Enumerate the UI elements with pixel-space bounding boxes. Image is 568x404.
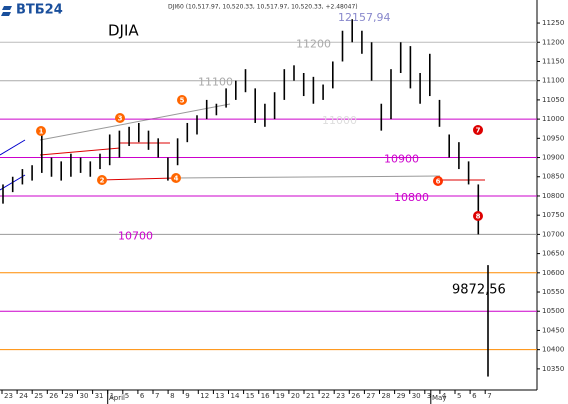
y-tick-label: 10850 — [542, 173, 564, 181]
y-tick-label: 10500 — [542, 307, 564, 315]
y-tick-label: 10450 — [542, 326, 564, 334]
level-label: 10700 — [118, 229, 153, 242]
marker-label: 4 — [174, 175, 179, 183]
x-tick-label: 5 — [457, 392, 461, 400]
logo-icon — [1, 6, 12, 16]
y-tick-label: 11050 — [542, 96, 564, 104]
x-tick-label: 7 — [155, 392, 159, 400]
marker-label: 1 — [39, 128, 44, 136]
x-tick-label: 24 — [19, 392, 28, 400]
x-tick-label: 29 — [397, 392, 406, 400]
y-tick-label: 10400 — [542, 346, 564, 354]
x-tick-label: 15 — [246, 392, 255, 400]
x-tick-label: 4 — [442, 392, 447, 400]
x-tick-label: 30 — [80, 392, 89, 400]
x-tick-label: 19 — [276, 392, 285, 400]
y-tick-label: 10350 — [542, 365, 564, 373]
marker-label: 3 — [118, 115, 123, 123]
x-tick-label: 9 — [185, 392, 189, 400]
marker — [177, 95, 187, 105]
marker — [97, 175, 107, 185]
month-label: May — [432, 394, 446, 402]
level-label: 11200 — [296, 37, 331, 50]
trend-line — [39, 147, 121, 156]
x-tick-label: 3 — [427, 392, 431, 400]
level-label: 10800 — [394, 191, 429, 204]
header: DJI60 (10,517.97, 10,520.33, 10,517.97, … — [168, 4, 358, 11]
marker-label: 2 — [100, 177, 105, 185]
y-tick-label: 11200 — [542, 38, 564, 46]
month-label: April — [109, 394, 125, 402]
x-tick-label: 6 — [472, 392, 477, 400]
y-tick-label: 11000 — [542, 115, 564, 123]
y-tick-label: 11100 — [542, 77, 564, 85]
trend-line — [174, 175, 441, 179]
last-label: 9872,56 — [452, 283, 506, 298]
x-tick-label: 23 — [336, 392, 345, 400]
y-tick-label: 10550 — [542, 288, 564, 296]
x-tick-label: 26 — [49, 392, 58, 400]
marker — [171, 173, 181, 183]
y-tick-label: 10800 — [542, 192, 564, 200]
x-tick-label: 12 — [200, 392, 209, 400]
level-label: 11100 — [198, 76, 233, 89]
logo: ВТБ24 — [1, 3, 63, 18]
x-tick-label: 28 — [382, 392, 391, 400]
marker — [36, 126, 46, 136]
trend-line — [39, 124, 121, 141]
x-tick-label: 20 — [291, 392, 300, 400]
x-tick-label: 16 — [261, 392, 270, 400]
peak-label: 12157,94 — [338, 11, 391, 24]
marker — [433, 176, 443, 186]
trend-line — [99, 177, 176, 181]
y-tick-label: 10950 — [542, 134, 564, 142]
x-tick-label: 8 — [170, 392, 174, 400]
x-tick-label: 14 — [231, 392, 240, 400]
trend-line — [119, 103, 231, 126]
level-label: 10900 — [384, 153, 419, 166]
marker — [473, 211, 483, 221]
marker — [473, 125, 483, 135]
marker-label: 7 — [476, 127, 481, 135]
marker-label: 6 — [436, 178, 441, 186]
x-tick-label: 31 — [95, 392, 104, 400]
x-tick-label: 21 — [306, 392, 315, 400]
marker — [115, 113, 125, 123]
x-tick-label: 26 — [351, 392, 360, 400]
x-tick-label: 29 — [64, 392, 73, 400]
logo-text: ВТБ24 — [16, 3, 63, 18]
x-tick-label: 13 — [215, 392, 224, 400]
x-tick-label: 5 — [125, 392, 129, 400]
x-tick-label: 22 — [321, 392, 330, 400]
y-tick-label: 10600 — [542, 269, 564, 277]
x-tick-label: 27 — [366, 392, 375, 400]
price-bars — [2, 19, 489, 377]
trend-line — [0, 139, 26, 156]
marker-label: 5 — [180, 97, 185, 105]
x-tick-label: 7 — [487, 392, 491, 400]
y-tick-label: 10650 — [542, 250, 564, 258]
y-tick-label: 11250 — [542, 19, 564, 27]
y-tick-label: 10900 — [542, 154, 564, 162]
y-tick-label: 11150 — [542, 57, 564, 65]
y-tick-label: 10750 — [542, 211, 564, 219]
level-label: 11000 — [322, 114, 357, 127]
chart-title: DJIA — [108, 22, 139, 40]
x-tick-label: 23 — [4, 392, 13, 400]
x-tick-label: 6 — [140, 392, 145, 400]
x-tick-label: 30 — [412, 392, 421, 400]
x-tick-label: 1 — [110, 392, 114, 400]
y-tick-label: 10700 — [542, 230, 564, 238]
x-tick-label: 25 — [34, 392, 43, 400]
marker-label: 8 — [476, 213, 481, 221]
